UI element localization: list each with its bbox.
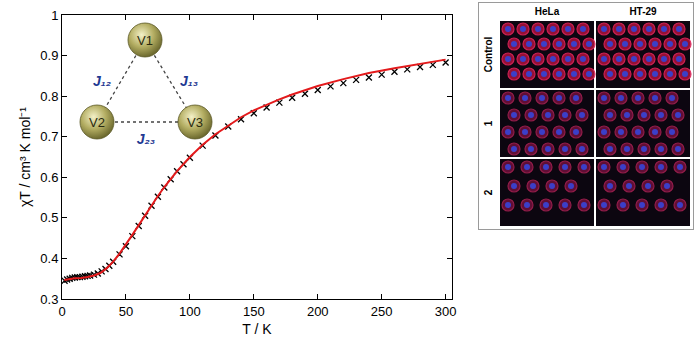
svg-text:V2: V2 — [89, 115, 105, 130]
svg-text:HT-29: HT-29 — [629, 6, 657, 17]
svg-text:300: 300 — [435, 304, 457, 319]
svg-text:2: 2 — [483, 189, 494, 195]
svg-text:χT / cm³ K mol⁻¹: χT / cm³ K mol⁻¹ — [17, 107, 33, 207]
svg-text:250: 250 — [371, 304, 393, 319]
svg-text:0.5: 0.5 — [40, 210, 58, 225]
svg-text:0.9: 0.9 — [40, 48, 58, 63]
svg-text:0.3: 0.3 — [40, 292, 58, 307]
svg-text:0.8: 0.8 — [40, 89, 58, 104]
svg-text:0.6: 0.6 — [40, 170, 58, 185]
svg-text:HeLa: HeLa — [535, 6, 560, 17]
svg-text:100: 100 — [179, 304, 201, 319]
svg-text:200: 200 — [307, 304, 329, 319]
svg-text:1: 1 — [483, 120, 494, 126]
svg-text:50: 50 — [119, 304, 133, 319]
svg-text:0.7: 0.7 — [40, 129, 58, 144]
svg-text:0: 0 — [58, 304, 65, 319]
svg-text:0.4: 0.4 — [40, 251, 58, 266]
svg-text:T / K: T / K — [242, 321, 272, 337]
svg-text:J₂₃: J₂₃ — [137, 131, 156, 147]
svg-text:J₁₃: J₁₃ — [180, 73, 198, 89]
svg-text:Control: Control — [483, 37, 494, 73]
svg-text:150: 150 — [243, 304, 265, 319]
svg-text:V1: V1 — [137, 33, 153, 48]
svg-text:V3: V3 — [187, 115, 203, 130]
svg-text:J₁₂: J₁₂ — [93, 73, 111, 89]
svg-text:1: 1 — [51, 8, 58, 23]
